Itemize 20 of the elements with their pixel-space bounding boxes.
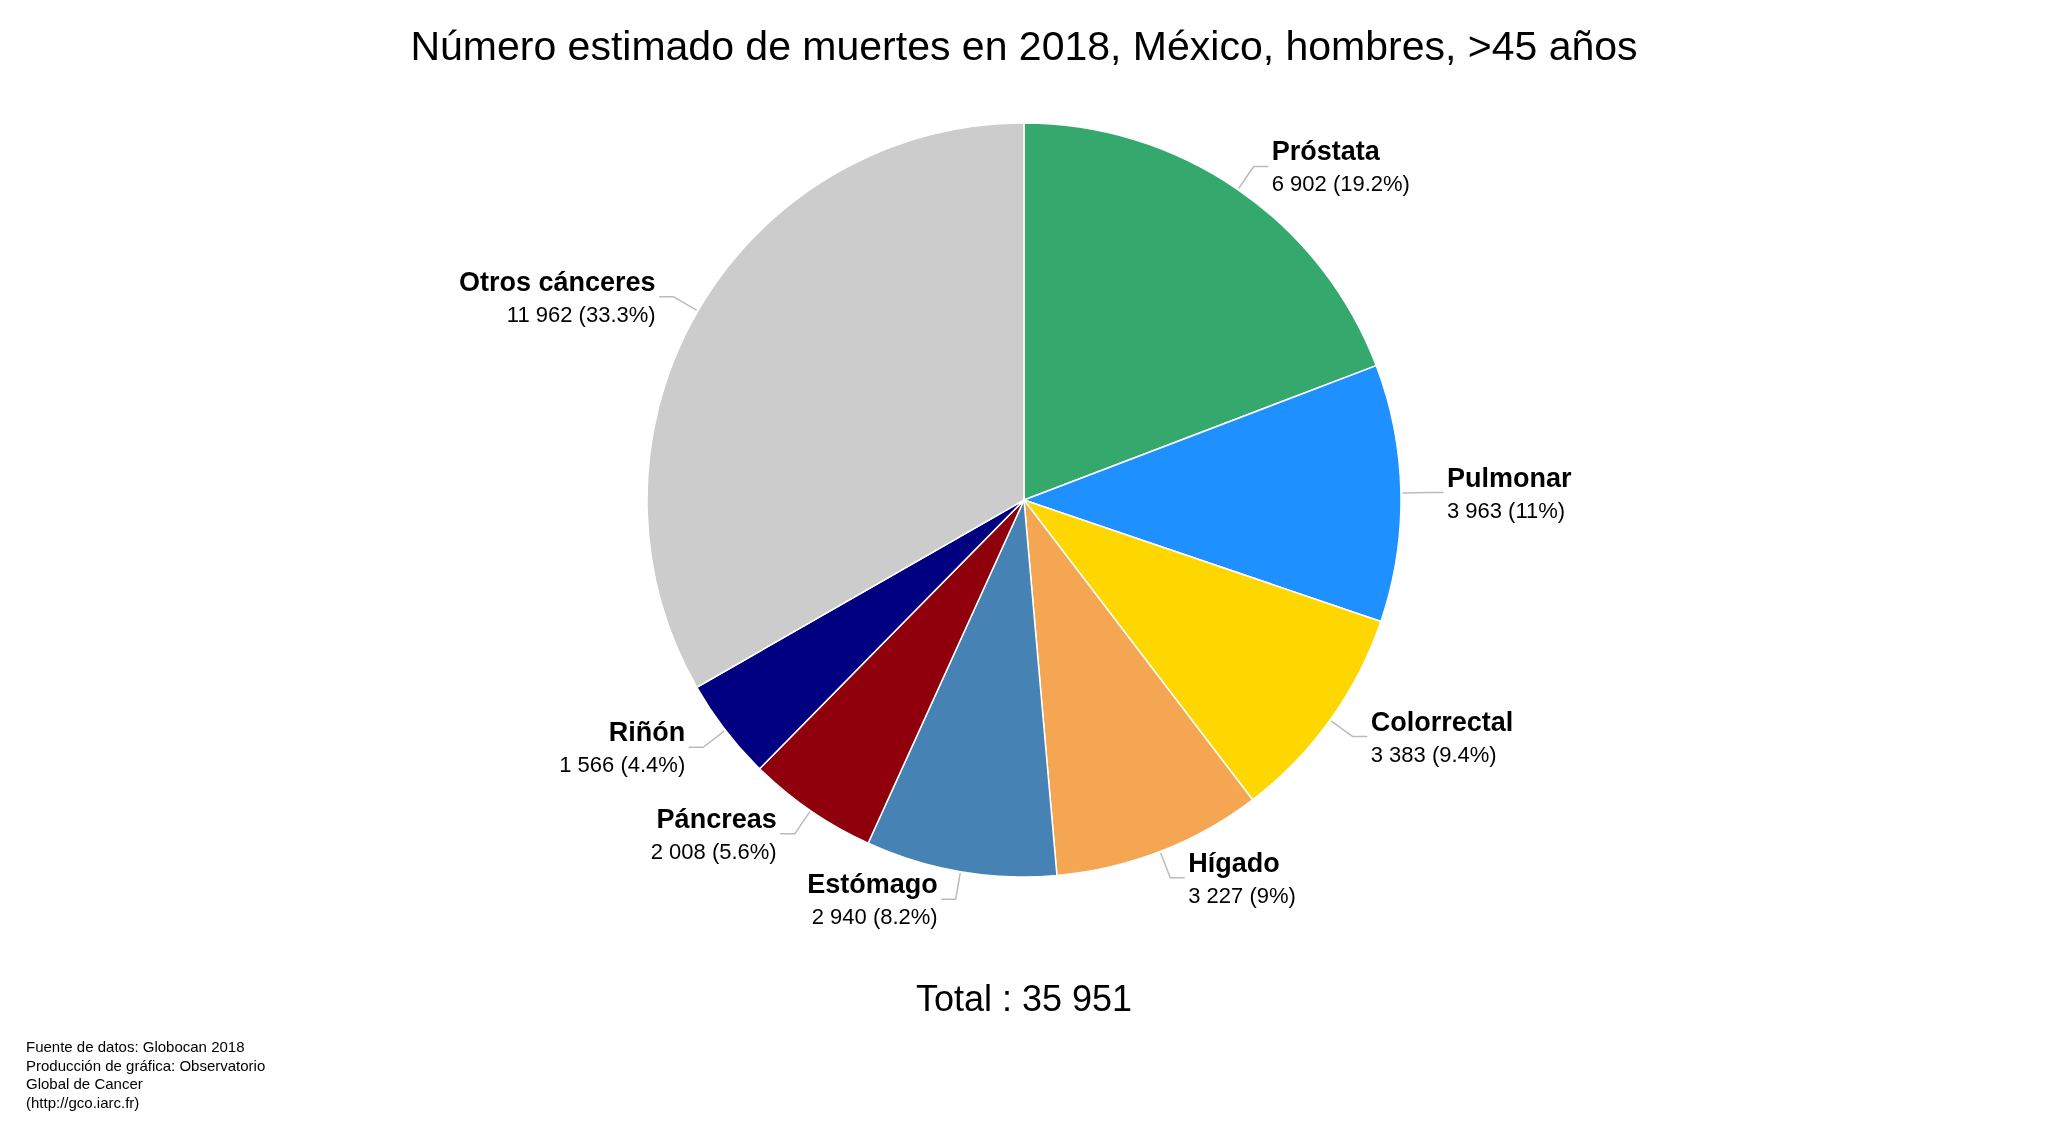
data-label: 3 227 (9%) <box>1188 882 1296 908</box>
text: Producción de gráfica: Observatorio Global de Cancer (http://gco.iarc.fr) <box>26 1056 266 1111</box>
data-label: 3 383 (9.4%) <box>1370 741 1497 767</box>
slice-label: Estómago <box>807 869 938 900</box>
data-label: 2 008 (5.6%) <box>650 838 777 864</box>
slice-label: Pulmonar <box>1446 462 1572 493</box>
slice-label: Páncreas <box>656 803 777 834</box>
slice-label: Hígado <box>1188 847 1280 878</box>
data-label: 2 940 (8.2%) <box>811 904 938 930</box>
data-label: 3 963 (11%) <box>1446 497 1566 523</box>
data-label: 6 902 (19.2%) <box>1271 171 1410 197</box>
slice-label: Otros cánceres <box>459 266 656 297</box>
data-label: 1 566 (4.4%) <box>559 752 686 778</box>
data-label: 11 962 (33.3%) <box>506 301 656 327</box>
text: Total : 35 951 <box>915 978 1133 1019</box>
slice-label: Riñón <box>608 717 686 748</box>
slice-label: Colorrectal <box>1370 706 1514 737</box>
slice-label: Próstata <box>1271 136 1381 167</box>
source-note: Fuente de datos: Globocan 2018 <box>26 1038 245 1055</box>
chart-title: Número estimado de muertes en 2018, México, hombres, >45 años <box>410 23 1638 69</box>
